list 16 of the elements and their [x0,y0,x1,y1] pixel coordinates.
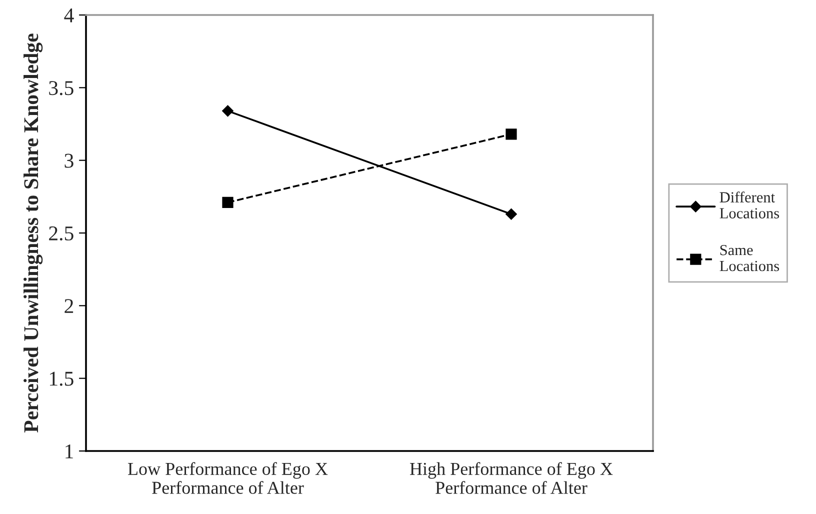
y-tick-label: 3.5 [49,81,74,96]
y-tick-label: 4 [64,8,74,22]
point [506,208,517,220]
y-tick-label: 1 [66,444,73,458]
x-tick-label: Low Performance of Ego X Performance of Alter [128,462,328,494]
point [506,128,517,140]
point [222,105,234,117]
y-tick-label: 1.5 [50,372,74,386]
y-tick-label: 2.5 [49,226,74,241]
legend-label: Different Locations [720,192,780,218]
y-axis-title: Perceived Unwillingness to Share Knowledge [24,34,43,432]
point [222,196,234,208]
legend-label: Same Locations [720,244,780,272]
y-tick-label: 2 [64,299,74,313]
x-tick-label: High Performance of Ego X Performance of Alter [410,462,613,494]
y-tick-label: 3 [64,154,74,168]
